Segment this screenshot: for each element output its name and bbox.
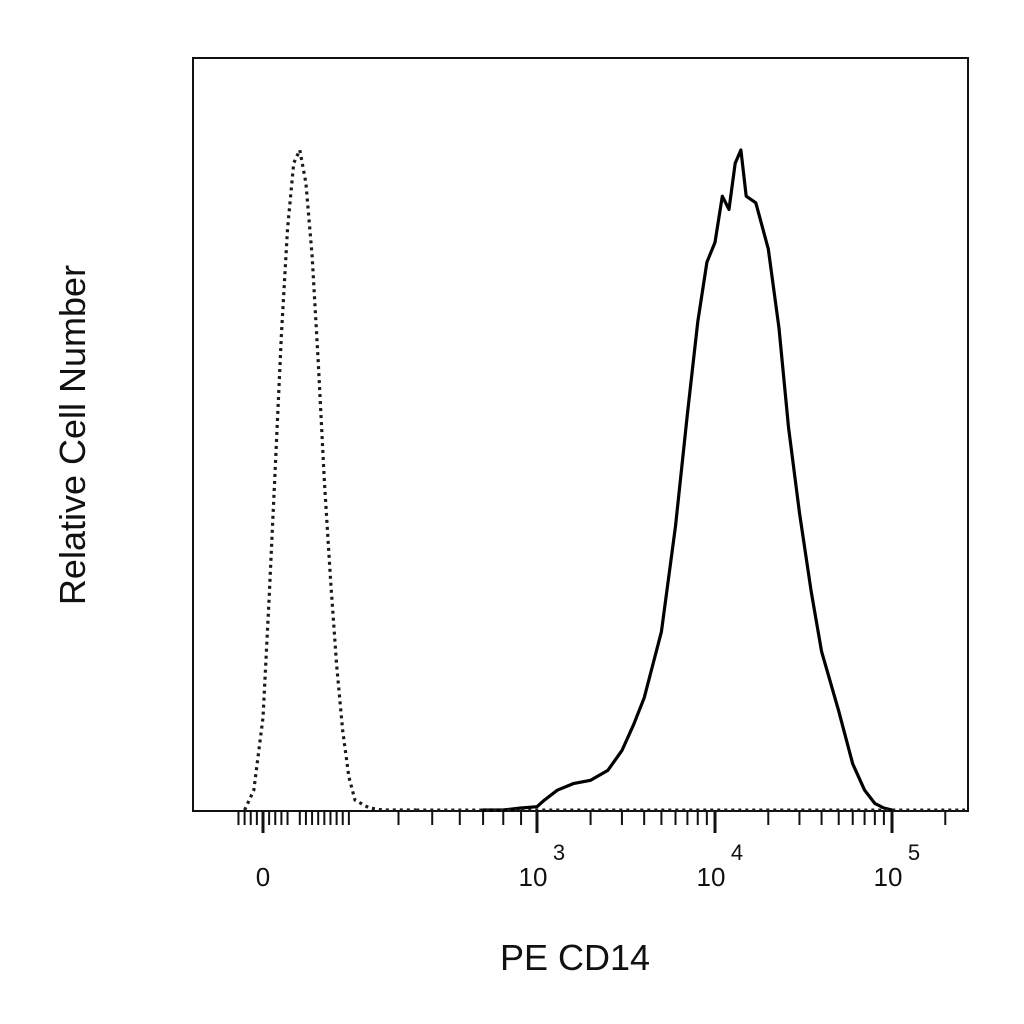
plot-frame bbox=[192, 57, 969, 812]
x-tick-label-exponent: 4 bbox=[731, 840, 743, 865]
x-tick-label: 10 bbox=[697, 862, 726, 892]
x-tick-label: 10 bbox=[519, 862, 548, 892]
series-layer bbox=[243, 148, 965, 812]
y-axis-title: Relative Cell Number bbox=[52, 265, 93, 605]
x-tick-label: 0 bbox=[256, 862, 270, 892]
series-control-dotted-line bbox=[243, 148, 417, 812]
series-cd14-solid-line bbox=[481, 148, 894, 812]
x-minor-ticks bbox=[237, 811, 947, 825]
x-tick-label: 10 bbox=[874, 862, 903, 892]
x-axis-title: PE CD14 bbox=[500, 937, 650, 978]
x-tick-label-exponent: 5 bbox=[908, 840, 920, 865]
x-tick-label-exponent: 3 bbox=[553, 840, 565, 865]
x-major-ticks bbox=[261, 811, 894, 833]
